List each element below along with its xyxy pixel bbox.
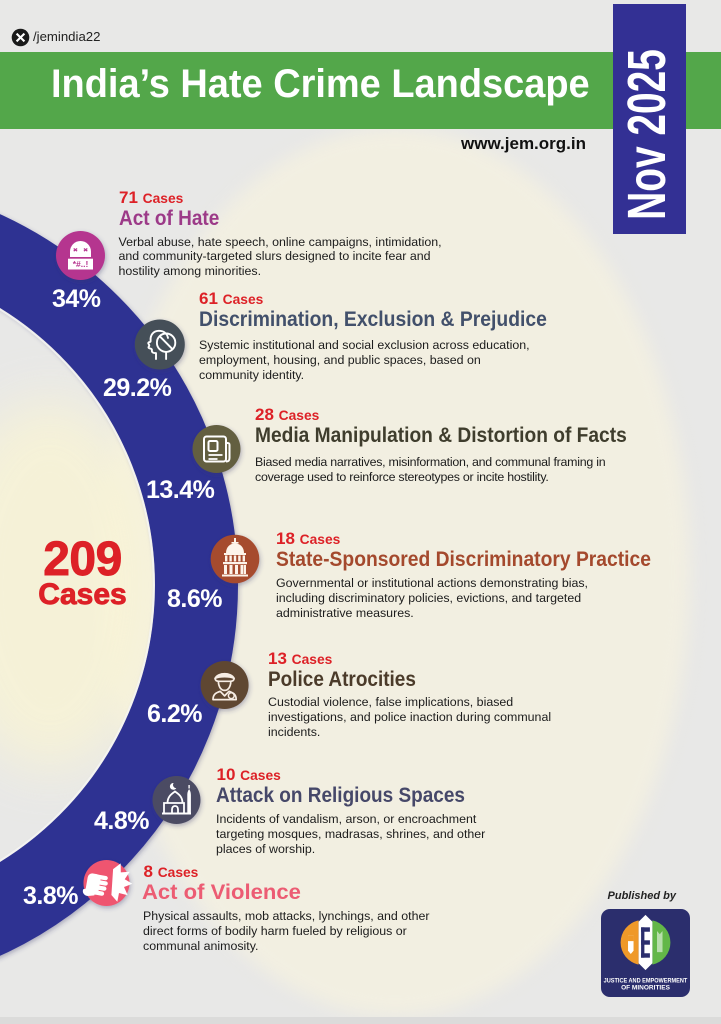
svg-text:*#..!: *#..! (73, 259, 89, 269)
svg-text:JUSTICE AND EMPOWERMENT: JUSTICE AND EMPOWERMENT (604, 978, 688, 985)
svg-text:Nov 2025: Nov 2025 (616, 49, 677, 220)
svg-text:OF MINORITIES: OF MINORITIES (621, 985, 670, 992)
